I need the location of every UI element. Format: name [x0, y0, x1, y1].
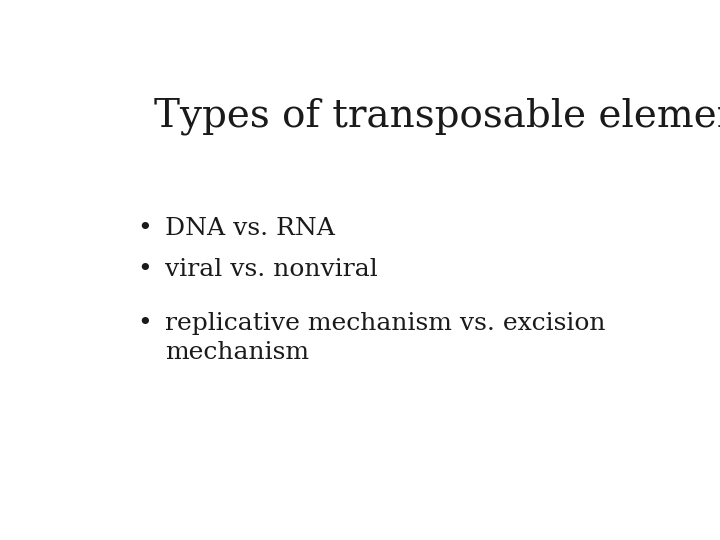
Text: DNA vs. RNA: DNA vs. RNA	[166, 217, 336, 240]
Text: replicative mechanism vs. excision
mechanism: replicative mechanism vs. excision mecha…	[166, 312, 606, 363]
Text: •: •	[138, 217, 152, 240]
Text: •: •	[138, 312, 152, 335]
Text: Types of transposable elements: Types of transposable elements	[154, 98, 720, 136]
Text: viral vs. nonviral: viral vs. nonviral	[166, 258, 378, 281]
Text: •: •	[138, 258, 152, 281]
